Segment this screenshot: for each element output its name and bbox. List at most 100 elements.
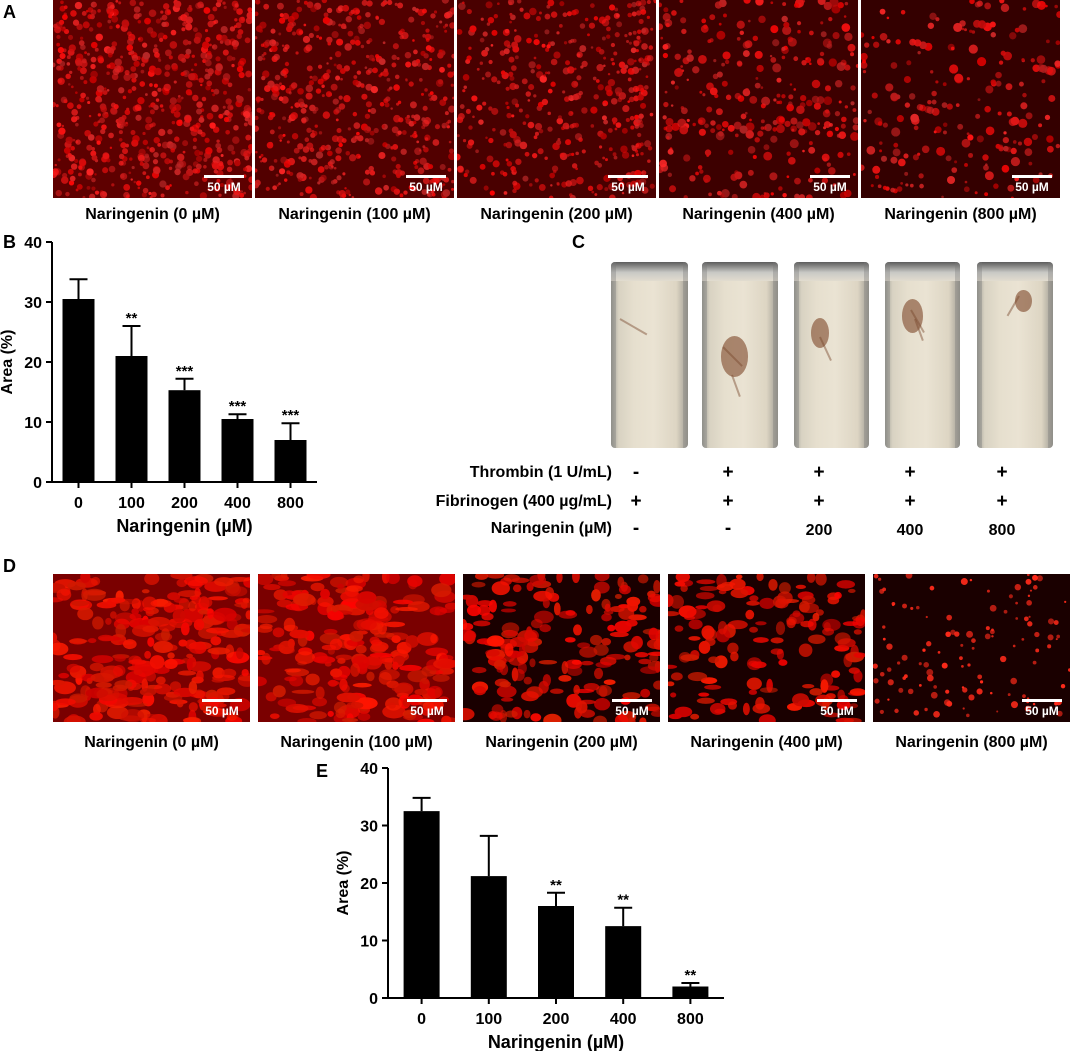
scale-bar-line <box>406 175 446 178</box>
tube-top <box>977 262 1053 281</box>
scale-bar: 50 µM <box>202 699 242 718</box>
scale-bar: 50 µM <box>810 175 850 194</box>
micrograph-a-3: 50 µM <box>659 0 858 198</box>
micrograph-d-2: 50 µM <box>463 574 660 722</box>
scale-bar-line <box>407 699 447 702</box>
y-tick-label: 40 <box>360 761 378 778</box>
tube-wall <box>977 262 983 448</box>
scale-bar: 50 µM <box>1012 175 1052 194</box>
y-tick-label: 10 <box>24 415 42 432</box>
condition-label: Naringenin (µM) <box>490 520 612 537</box>
clot <box>1015 289 1032 313</box>
clotting-tube-4 <box>977 262 1053 448</box>
bar-200 <box>538 906 574 998</box>
bar-800 <box>672 986 709 998</box>
micrograph-a-0: 50 µM <box>53 0 252 198</box>
bar-200 <box>168 390 201 482</box>
x-tick-label: 800 <box>677 1011 704 1028</box>
micrograph-caption: Naringenin (0 µM) <box>84 734 219 751</box>
x-tick-label: 400 <box>224 495 251 512</box>
clot <box>721 336 749 378</box>
fluorescence-texture <box>659 0 858 198</box>
scale-bar-label: 50 µM <box>207 180 241 194</box>
tube-top <box>611 262 688 281</box>
tube-wall <box>702 262 708 448</box>
bar-100 <box>470 876 507 998</box>
micrograph-caption: Naringenin (800 µM) <box>895 734 1048 751</box>
fluorescence-texture <box>873 574 1070 722</box>
scale-bar-label: 50 µM <box>409 180 443 194</box>
bar-400 <box>605 926 642 998</box>
significance-label: ** <box>550 877 562 894</box>
bar-0 <box>62 299 95 482</box>
condition-mark: - <box>724 518 732 539</box>
bar-800 <box>274 440 307 482</box>
significance-label: *** <box>229 398 247 415</box>
micrograph-a-2: 50 µM <box>457 0 656 198</box>
tube-wall <box>885 262 891 448</box>
condition-mark: + <box>904 462 916 483</box>
x-tick-label: 0 <box>74 495 83 512</box>
x-tick-label: 0 <box>417 1011 426 1028</box>
fluorescence-texture <box>53 574 250 722</box>
micrograph-caption: Naringenin (800 µM) <box>884 206 1037 223</box>
tube-top <box>885 262 960 281</box>
tube-top <box>794 262 869 281</box>
fibrin-strand <box>731 374 742 397</box>
panel-letter-d: D <box>3 556 16 576</box>
scale-bar: 50 µM <box>612 699 652 718</box>
micrograph-d-4: 50 µM <box>873 574 1070 722</box>
significance-label: ** <box>685 967 697 984</box>
condition-mark: + <box>722 462 734 483</box>
clot <box>810 317 829 348</box>
x-tick-label: 100 <box>118 495 145 512</box>
micrograph-d-3: 50 µM <box>668 574 865 722</box>
clotting-tube-2 <box>794 262 869 448</box>
micrograph-d-1: 50 µM <box>258 574 455 722</box>
scale-bar-label: 50 µM <box>611 180 645 194</box>
scale-bar-label: 50 µM <box>813 180 847 194</box>
micrograph-a-4: 50 µM <box>861 0 1060 198</box>
fluorescence-texture <box>668 574 865 722</box>
micrograph-caption: Naringenin (200 µM) <box>485 734 638 751</box>
scale-bar-line <box>608 175 648 178</box>
scale-bar-line <box>810 175 850 178</box>
fluorescence-texture <box>861 0 1060 198</box>
micrograph-caption: Naringenin (0 µM) <box>85 206 220 223</box>
scale-bar: 50 µM <box>817 699 857 718</box>
condition-label: Fibrinogen (400 µg/mL) <box>435 493 612 510</box>
condition-mark: 200 <box>805 522 833 539</box>
y-tick-label: 30 <box>24 295 42 312</box>
fibrin-strand <box>619 317 648 336</box>
condition-mark: + <box>630 491 642 512</box>
micrograph-d-0: 50 µM <box>53 574 250 722</box>
micrograph-a-1: 50 µM <box>255 0 454 198</box>
significance-label: *** <box>282 407 300 424</box>
condition-mark: + <box>904 491 916 512</box>
tube-wall <box>863 262 869 448</box>
x-tick-label: 400 <box>610 1011 637 1028</box>
scale-bar: 50 µM <box>1022 699 1062 718</box>
scale-bar-label: 50 µM <box>1015 180 1049 194</box>
x-axis-label: Naringenin (µM) <box>488 1032 624 1051</box>
clotting-tube-1 <box>702 262 778 448</box>
scale-bar-line <box>204 175 244 178</box>
condition-mark: 400 <box>896 522 924 539</box>
micrograph-caption: Naringenin (200 µM) <box>480 206 633 223</box>
significance-label: *** <box>176 363 194 380</box>
y-axis-label: Area (%) <box>0 330 16 395</box>
y-tick-label: 0 <box>33 475 42 492</box>
tube-top <box>702 262 778 281</box>
fluorescence-texture <box>258 574 455 722</box>
condition-mark: + <box>813 462 825 483</box>
clot <box>901 299 923 333</box>
panel-letter-a: A <box>3 2 16 22</box>
scale-bar-label: 50 µM <box>820 704 854 718</box>
condition-mark: + <box>996 462 1008 483</box>
fluorescence-texture <box>457 0 656 198</box>
scale-bar: 50 µM <box>608 175 648 194</box>
micrograph-caption: Naringenin (100 µM) <box>278 206 431 223</box>
y-axis-label: Area (%) <box>335 851 352 916</box>
